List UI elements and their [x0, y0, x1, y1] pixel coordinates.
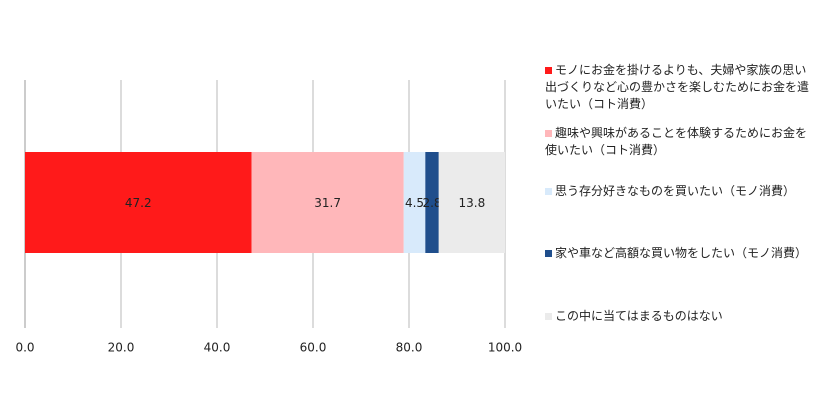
legend-label: 思う存分好きなものを買いたい（モノ消費） [555, 184, 796, 198]
legend-item: 家や車など高額な買い物をしたい（モノ消費） [545, 245, 813, 262]
data-label: 4.5 [405, 196, 424, 210]
bar-segment [425, 152, 439, 253]
x-tick-label: 60.0 [300, 341, 327, 355]
legend-swatch [545, 67, 552, 74]
x-tick-label: 100.0 [488, 341, 522, 355]
legend-item: 思う存分好きなものを買いたい（モノ消費） [545, 183, 813, 200]
legend-item: 趣味や興味があることを体験するためにお金を使いたい（コト消費） [545, 125, 813, 159]
data-label: 31.7 [314, 196, 341, 210]
legend-swatch [545, 130, 552, 137]
x-tick-label: 0.0 [15, 341, 34, 355]
legend-item: この中に当てはまるものはない [545, 308, 813, 325]
bar-segment [438, 152, 505, 253]
legend-label: モノにお金を掛けるよりも、夫婦や家族の思い出づくりなど心の豊かさを楽しむためにお… [545, 63, 810, 111]
legend-item: モノにお金を掛けるよりも、夫婦や家族の思い出づくりなど心の豊かさを楽しむためにお… [545, 62, 813, 113]
data-label: 47.2 [125, 196, 152, 210]
legend-swatch [545, 313, 552, 320]
legend-swatch [545, 188, 552, 195]
x-tick-label: 40.0 [204, 341, 231, 355]
x-tick-label: 80.0 [396, 341, 423, 355]
legend-label: 家や車など高額な買い物をしたい（モノ消費） [555, 246, 808, 260]
x-tick-label: 20.0 [108, 341, 135, 355]
bar-segment [251, 152, 404, 253]
bar-segment [25, 152, 252, 253]
legend-swatch [545, 250, 552, 257]
legend-label: この中に当てはまるものはない [555, 309, 723, 323]
data-label: 2.8 [422, 196, 441, 210]
legend-label: 趣味や興味があることを体験するためにお金を使いたい（コト消費） [545, 126, 808, 157]
data-label: 13.8 [459, 196, 486, 210]
bar-segment [403, 152, 426, 253]
